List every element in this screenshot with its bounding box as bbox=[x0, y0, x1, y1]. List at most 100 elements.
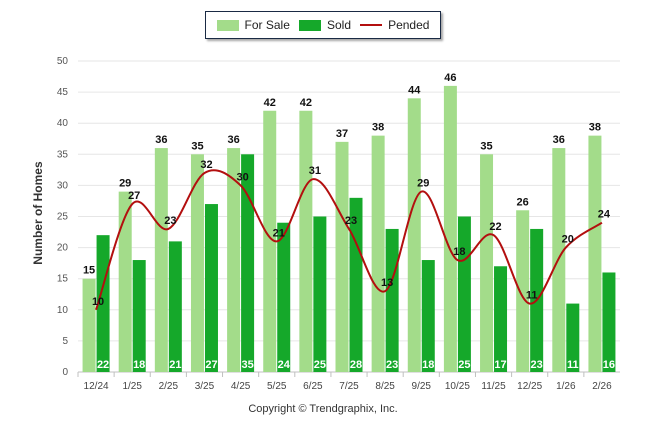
data-label-for-sale: 29 bbox=[119, 178, 131, 190]
y-tick-label: 20 bbox=[57, 243, 69, 254]
data-label-for-sale: 46 bbox=[444, 72, 456, 84]
x-tick-label: 9/25 bbox=[412, 381, 432, 392]
legend-label-pended: Pended bbox=[388, 18, 430, 32]
bar-sold bbox=[204, 204, 218, 372]
bar-for-sale bbox=[480, 154, 494, 372]
data-label-sold: 27 bbox=[205, 359, 217, 371]
y-tick-label: 0 bbox=[62, 367, 68, 378]
data-label-for-sale: 35 bbox=[480, 140, 492, 152]
x-tick-label: 1/26 bbox=[556, 381, 576, 392]
legend-item-pended[interactable]: Pended bbox=[360, 18, 429, 32]
bar-for-sale bbox=[371, 135, 385, 372]
data-label-pended: 21 bbox=[273, 227, 285, 239]
data-label-sold: 18 bbox=[422, 359, 434, 371]
data-label-pended: 13 bbox=[381, 277, 393, 289]
x-tick-label: 2/26 bbox=[592, 381, 612, 392]
x-tick-label: 11/25 bbox=[481, 381, 506, 392]
y-tick-label: 40 bbox=[57, 118, 69, 129]
data-label-for-sale: 36 bbox=[155, 134, 167, 146]
data-label-for-sale: 44 bbox=[408, 84, 421, 96]
data-label-pended: 10 bbox=[92, 296, 104, 308]
legend-item-sold[interactable]: Sold bbox=[298, 18, 351, 32]
bar-for-sale bbox=[516, 210, 530, 372]
data-label-for-sale: 38 bbox=[372, 122, 384, 134]
data-label-pended: 29 bbox=[417, 178, 429, 190]
bar-for-sale bbox=[335, 141, 349, 372]
data-label-for-sale: 26 bbox=[517, 196, 529, 208]
bar-for-sale bbox=[407, 98, 421, 372]
legend-label-for-sale: For Sale bbox=[244, 18, 290, 32]
data-label-for-sale: 42 bbox=[264, 97, 276, 109]
bar-for-sale bbox=[443, 85, 457, 372]
bar-sold bbox=[457, 216, 471, 372]
bar-for-sale bbox=[227, 148, 241, 372]
data-label-for-sale: 36 bbox=[553, 134, 565, 146]
data-label-for-sale: 15 bbox=[83, 265, 95, 277]
legend-swatch-sold bbox=[298, 19, 321, 31]
y-tick-label: 30 bbox=[57, 180, 69, 191]
x-tick-label: 7/25 bbox=[339, 381, 359, 392]
x-tick-label: 6/25 bbox=[303, 381, 323, 392]
data-label-sold: 18 bbox=[133, 359, 145, 371]
bar-for-sale bbox=[263, 110, 277, 372]
data-label-for-sale: 36 bbox=[227, 134, 239, 146]
bar-sold bbox=[385, 228, 399, 372]
bar-sold bbox=[241, 154, 255, 372]
bar-for-sale bbox=[154, 148, 168, 372]
x-tick-label: 5/25 bbox=[267, 381, 287, 392]
data-label-pended: 24 bbox=[598, 209, 611, 221]
bar-sold bbox=[168, 241, 182, 372]
bar-for-sale bbox=[118, 191, 132, 372]
bar-sold bbox=[132, 260, 146, 372]
data-label-sold: 22 bbox=[97, 359, 109, 371]
y-tick-label: 25 bbox=[57, 212, 69, 223]
bar-for-sale bbox=[82, 278, 96, 372]
legend-swatch-pended bbox=[360, 24, 383, 26]
data-label-pended: 32 bbox=[200, 159, 212, 171]
data-label-for-sale: 35 bbox=[191, 140, 203, 152]
y-tick-label: 35 bbox=[57, 149, 69, 160]
data-label-sold: 35 bbox=[241, 359, 253, 371]
bar-for-sale bbox=[190, 154, 204, 372]
data-label-sold: 11 bbox=[567, 359, 579, 371]
copyright-credit: Copyright © Trendgraphix, Inc. bbox=[248, 403, 398, 415]
legend: For Sale Sold Pended bbox=[205, 11, 441, 39]
bar-sold bbox=[566, 303, 580, 372]
data-label-pended: 31 bbox=[309, 165, 321, 177]
data-label-pended: 11 bbox=[526, 290, 538, 302]
data-label-for-sale: 38 bbox=[589, 122, 601, 134]
bar-sold bbox=[349, 197, 363, 372]
legend-label-sold: Sold bbox=[326, 18, 351, 32]
data-label-sold: 23 bbox=[386, 359, 398, 371]
data-label-sold: 28 bbox=[350, 359, 362, 371]
data-label-pended: 18 bbox=[453, 246, 465, 258]
y-tick-label: 10 bbox=[57, 305, 69, 316]
x-tick-label: 10/25 bbox=[445, 381, 470, 392]
y-tick-label: 15 bbox=[57, 274, 69, 285]
y-tick-label: 45 bbox=[57, 87, 69, 98]
x-tick-label: 2/25 bbox=[159, 381, 179, 392]
data-label-sold: 21 bbox=[169, 359, 181, 371]
bar-sold bbox=[96, 235, 110, 372]
legend-swatch-for-sale bbox=[216, 19, 239, 31]
data-label-pended: 30 bbox=[236, 171, 248, 183]
x-tick-label: 4/25 bbox=[231, 381, 251, 392]
data-label-sold: 17 bbox=[494, 359, 506, 371]
data-label-pended: 23 bbox=[164, 215, 176, 227]
data-label-sold: 16 bbox=[603, 359, 615, 371]
x-tick-label: 12/24 bbox=[84, 381, 109, 392]
data-label-sold: 24 bbox=[278, 359, 291, 371]
bar-for-sale bbox=[299, 110, 313, 372]
data-label-pended: 23 bbox=[345, 215, 357, 227]
legend-item-for-sale[interactable]: For Sale bbox=[216, 18, 290, 32]
data-label-pended: 20 bbox=[562, 234, 574, 246]
x-tick-label: 8/25 bbox=[375, 381, 395, 392]
x-tick-label: 3/25 bbox=[195, 381, 215, 392]
data-label-sold: 25 bbox=[458, 359, 470, 371]
bar-sold bbox=[602, 272, 616, 372]
y-tick-label: 5 bbox=[62, 336, 68, 347]
bar-sold bbox=[277, 222, 291, 372]
data-label-for-sale: 37 bbox=[336, 128, 348, 140]
